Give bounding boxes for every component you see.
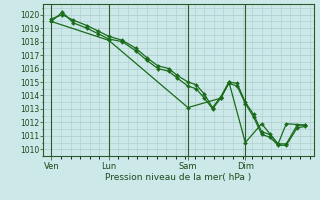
X-axis label: Pression niveau de la mer( hPa ): Pression niveau de la mer( hPa ): [105, 173, 252, 182]
